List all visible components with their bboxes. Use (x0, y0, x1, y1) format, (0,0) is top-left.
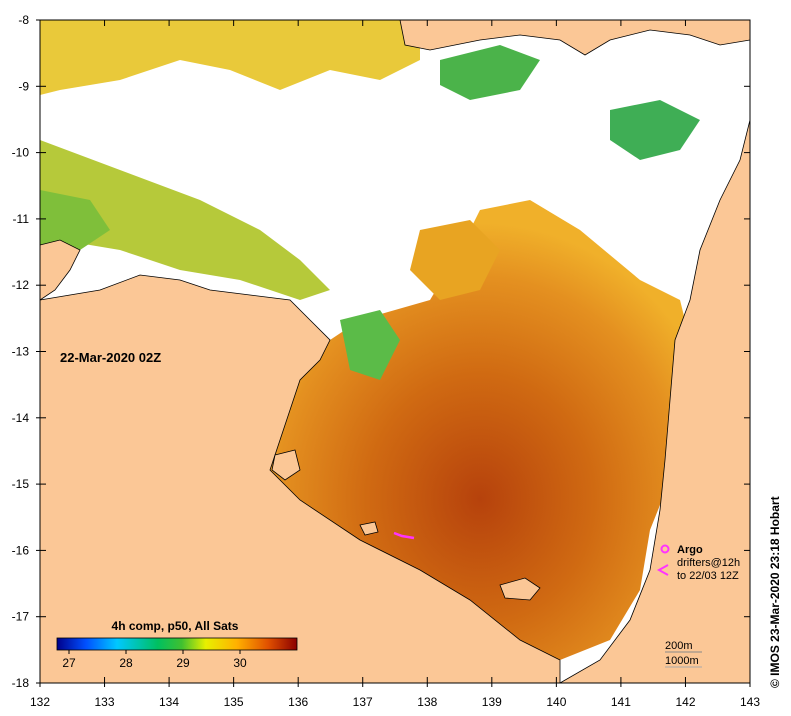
y-tick-label: -12 (12, 278, 30, 292)
colorbar-gradient (56, 637, 298, 651)
map-date-label: 22-Mar-2020 02Z (60, 350, 161, 365)
x-tick-label: 137 (353, 695, 373, 709)
land-cape-york (40, 20, 750, 683)
colorbar-label: 28 (119, 656, 133, 670)
x-tick-label: 135 (224, 695, 244, 709)
depth-contour-legend: 200m 1000m (665, 640, 702, 668)
sst-west-band (40, 140, 330, 300)
y-tick-label: -17 (12, 610, 30, 624)
land-northern-territory (40, 274, 561, 683)
y-axis-labels: -8 -9 -10 -11 -12 -13 -14 -15 -16 -17 -1… (12, 13, 30, 690)
y-tick-label: -9 (18, 79, 29, 93)
colorbar-label: 27 (62, 656, 76, 670)
drifter-arrow-icon (656, 564, 669, 576)
x-tick-label: 134 (159, 695, 179, 709)
sst-northeast-green (610, 100, 700, 160)
imos-credit: © IMOS 23-Mar-2020 23:18 Hobart (768, 496, 782, 688)
y-axis-ticks (36, 19, 750, 684)
land-arnhem-coast (40, 239, 81, 301)
x-tick-label: 132 (30, 695, 50, 709)
sst-west-cool (40, 190, 110, 250)
y-tick-label: -16 (12, 543, 30, 557)
y-tick-label: -10 (12, 146, 30, 160)
y-tick-label: -18 (12, 676, 30, 690)
y-tick-label: -11 (13, 212, 30, 226)
argo-legend: Argo drifters@12h to 22/03 12Z (656, 544, 740, 582)
x-tick-label: 138 (417, 695, 437, 709)
x-tick-label: 139 (482, 695, 502, 709)
y-tick-label: -13 (12, 345, 30, 359)
drifters-label-line1: drifters@12h (677, 557, 740, 569)
sst-arafura-yellow (40, 20, 420, 95)
drifters-label-line2: to 22/03 12Z (677, 570, 739, 582)
land-wellesley-islands (359, 521, 379, 536)
colorbar-label: 29 (176, 656, 190, 670)
x-tick-label: 141 (611, 695, 631, 709)
depth-1000-label: 1000m (665, 655, 699, 667)
sst-north-green (440, 45, 540, 100)
sst-central-yellow (410, 220, 500, 300)
x-axis-ticks (39, 20, 751, 687)
land-png (399, 20, 750, 56)
colorbar-label: 30 (233, 656, 247, 670)
argo-drifter-track (393, 531, 415, 540)
sst-gulf-field (270, 200, 690, 660)
y-tick-label: -8 (18, 13, 29, 27)
argo-label: Argo (677, 544, 703, 556)
land-mornington-island (499, 577, 541, 601)
colorbar: 4h comp, p50, All Sats 27 28 29 30 (56, 619, 298, 670)
sst-mid-green (340, 310, 400, 380)
x-tick-label: 136 (288, 695, 308, 709)
depth-200-label: 200m (665, 640, 693, 652)
colorbar-title: 4h comp, p50, All Sats (112, 619, 239, 633)
x-tick-label: 140 (546, 695, 566, 709)
x-tick-label: 142 (675, 695, 695, 709)
x-tick-label: 143 (740, 695, 760, 709)
y-tick-label: -15 (12, 477, 30, 491)
land-groote-island (271, 449, 301, 481)
x-tick-label: 133 (94, 695, 114, 709)
y-tick-label: -14 (12, 411, 30, 425)
argo-icon (660, 544, 670, 554)
x-axis-labels: 132 133 134 135 136 137 138 139 140 141 … (30, 695, 760, 709)
